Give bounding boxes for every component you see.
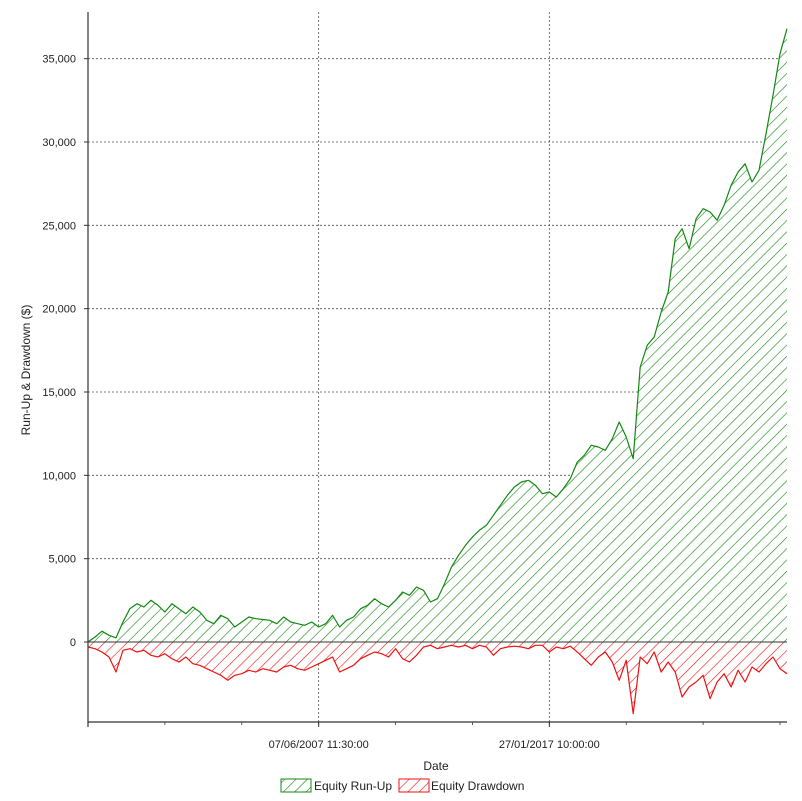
y-tick-label: 20,000	[42, 304, 76, 316]
area-layer	[87, 28, 788, 715]
y-tick-label: 30,000	[42, 137, 76, 149]
y-tick-label: 25,000	[42, 220, 76, 232]
legend-label-drawdown: Equity Drawdown	[431, 779, 524, 793]
series-line-run-up	[87, 28, 788, 643]
legend-item-run-up[interactable]: Equity Run-Up	[280, 778, 392, 793]
y-tick-label: 5,000	[48, 554, 76, 566]
series-area-run-up	[88, 28, 787, 642]
y-tick-label: 0	[70, 637, 76, 649]
series-line-drawdown	[87, 644, 788, 715]
y-axis-title: Run-Up & Drawdown ($)	[19, 305, 33, 436]
x-tick-label: 27/01/2017 10:00:00	[499, 739, 600, 751]
y-tick-label: 10,000	[42, 470, 76, 482]
legend: Equity Run-Up Equity Drawdown	[280, 778, 524, 793]
series-area-drawdown	[88, 642, 787, 714]
y-tick-label: 35,000	[42, 54, 76, 66]
x-axis-title: Date	[423, 759, 449, 773]
grid-layer	[88, 12, 787, 722]
legend-swatch-run-up	[280, 778, 312, 793]
legend-label-run-up: Equity Run-Up	[314, 779, 392, 793]
legend-swatch-drawdown	[398, 778, 430, 793]
axis-layer: 0 5,000 10,000 15,000 20,000 25,000 30,000 35,0…	[42, 12, 787, 751]
x-tick-label: 07/06/2007 11:30:00	[269, 739, 369, 751]
y-tick-label: 15,000	[42, 387, 76, 399]
legend-item-drawdown[interactable]: Equity Drawdown	[398, 778, 524, 793]
